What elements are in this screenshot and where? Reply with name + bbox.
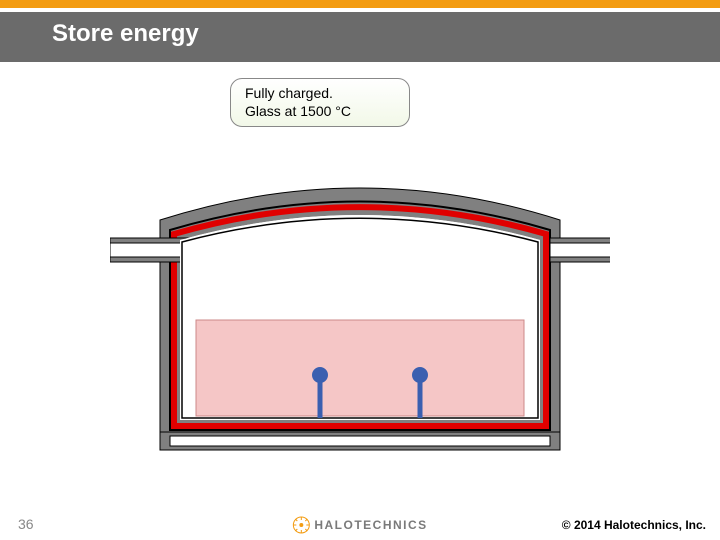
accent-bar xyxy=(0,0,720,8)
page-number: 36 xyxy=(18,516,34,532)
tank-diagram xyxy=(110,150,610,470)
callout-line2: Glass at 1500 °C xyxy=(245,103,395,121)
copyright: © 2014 Halotechnics, Inc. xyxy=(562,518,706,532)
company-logo: HALOTECHNICS xyxy=(292,516,427,534)
footer: 36 HALOTECHNICS © 2014 Halotechnics, Inc… xyxy=(0,508,720,532)
status-callout: Fully charged. Glass at 1500 °C xyxy=(230,78,410,127)
callout-line1: Fully charged. xyxy=(245,85,395,103)
logo-icon xyxy=(292,516,310,534)
slide-title: Store energy xyxy=(52,20,199,48)
logo-text: HALOTECHNICS xyxy=(314,518,427,532)
